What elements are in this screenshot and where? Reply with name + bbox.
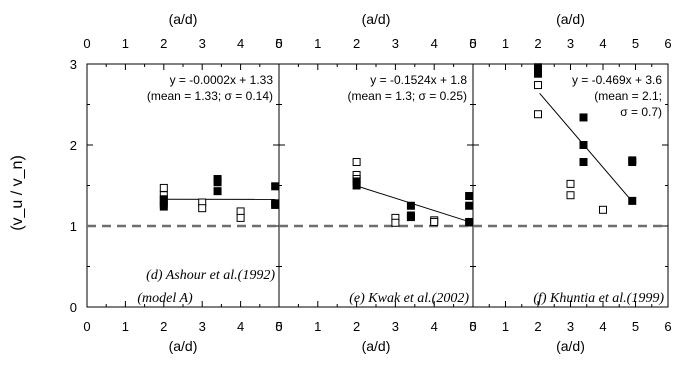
panel-caption: (e) Kwak et al.(2002) xyxy=(349,291,469,306)
x-tick-label-bottom: 3 xyxy=(392,319,399,334)
fit-equation: y = -0.469x + 3.6 xyxy=(572,73,662,87)
open-square-point xyxy=(430,217,439,226)
y-tick-label: 1 xyxy=(70,219,77,234)
fit-stats: σ = 0.7) xyxy=(620,105,662,119)
x-tick-label-top: 2 xyxy=(534,36,541,51)
x-tick-label-top: 5 xyxy=(632,36,639,51)
x-tick-label-bottom: 5 xyxy=(632,319,639,334)
x-tick-label-top: 5 xyxy=(469,36,476,51)
x-axis-title-top: (a/d) xyxy=(362,11,391,27)
x-tick-label-bottom: 0 xyxy=(469,319,476,334)
x-tick-label-top: 0 xyxy=(469,36,476,51)
open-square-point xyxy=(236,213,245,222)
x-axis-title-top: (a/d) xyxy=(169,11,198,27)
panel-e: 0 0 1 1 2 2 3 3 4 4 5 5 (a/d) (a/d) y = -0.1524x + 1.8… xyxy=(275,11,476,354)
x-tick-label-bottom: 2 xyxy=(353,319,360,334)
filled-square-point xyxy=(159,195,168,204)
x-tick-label-bottom: 0 xyxy=(275,319,282,334)
x-axis-title-bottom: (a/d) xyxy=(362,338,391,354)
filled-square-point xyxy=(534,69,542,78)
x-tick-label-top: 4 xyxy=(431,36,438,51)
open-square-point xyxy=(352,158,361,167)
x-axis-title-bottom: (a/d) xyxy=(556,338,585,354)
x-tick-label-bottom: 2 xyxy=(534,319,541,334)
x-tick-label-bottom: 5 xyxy=(275,319,282,334)
open-square-point xyxy=(566,191,575,200)
open-square-point xyxy=(236,207,245,216)
x-tick-label-top: 2 xyxy=(353,36,360,51)
x-tick-label-bottom: 2 xyxy=(160,319,167,334)
open-square-point xyxy=(159,183,168,192)
x-tick-label-top: 4 xyxy=(599,36,606,51)
filled-square-point xyxy=(579,141,588,149)
filled-square-point xyxy=(352,181,361,190)
filled-square-point xyxy=(534,63,542,72)
x-tick-label-top: 2 xyxy=(160,36,167,51)
open-square-point xyxy=(566,179,575,188)
panel-caption: (d) Ashour et al.(1992) xyxy=(146,268,275,283)
fit-stats: (mean = 1.3; σ = 0.25) xyxy=(348,89,467,103)
x-tick-label-bottom: 1 xyxy=(502,319,509,334)
y-tick-label: 0 xyxy=(70,300,77,315)
x-tick-label-top: 1 xyxy=(314,36,321,51)
open-square-point xyxy=(534,81,542,90)
filled-square-point xyxy=(579,113,588,122)
y-axis-title: (v_u / v_n) xyxy=(9,155,26,231)
fit-equation: y = -0.1524x + 1.8 xyxy=(370,73,467,87)
filled-square-point xyxy=(406,201,415,210)
fit-stats: (mean = 1.33; σ = 0.14) xyxy=(147,89,273,103)
x-tick-label-top: 6 xyxy=(664,36,671,51)
x-tick-label-top: 4 xyxy=(237,36,244,51)
x-tick-label-top: 3 xyxy=(567,36,574,51)
x-tick-label-top: 3 xyxy=(392,36,399,51)
x-tick-label-bottom: 4 xyxy=(599,319,606,334)
x-tick-label-bottom: 0 xyxy=(83,319,90,334)
filled-square-point xyxy=(465,217,474,226)
open-square-point xyxy=(198,204,207,213)
x-tick-label-bottom: 3 xyxy=(567,319,574,334)
x-axis-title-top: (a/d) xyxy=(556,11,585,27)
x-tick-label-top: 1 xyxy=(122,36,129,51)
filled-square-point xyxy=(465,201,474,210)
x-axis-title-bottom: (a/d) xyxy=(169,338,198,354)
x-tick-label-bottom: 5 xyxy=(469,319,476,334)
x-tick-label-top: 1 xyxy=(502,36,509,51)
x-tick-label-bottom: 4 xyxy=(237,319,244,334)
filled-square-point xyxy=(213,187,222,196)
filled-square-point xyxy=(628,196,637,205)
y-tick-label: 2 xyxy=(70,138,77,153)
panel-caption-line2: (model A) xyxy=(137,291,193,306)
fit-equation: y = -0.0002x + 1.33 xyxy=(170,73,274,87)
x-tick-label-bottom: 3 xyxy=(199,319,206,334)
panel-f: 0 0 1 1 2 2 3 3 4 4 5 5 6 6 (a/d) (a/d) y = -0.469x + 3.… xyxy=(469,11,671,354)
x-tick-label-top: 3 xyxy=(199,36,206,51)
x-tick-label-top: 5 xyxy=(275,36,282,51)
filled-square-point xyxy=(465,192,474,201)
open-square-point xyxy=(391,218,400,227)
filled-square-point xyxy=(579,158,588,167)
x-tick-label-top: 0 xyxy=(275,36,282,51)
filled-square-point xyxy=(406,213,415,222)
y-tick-label: 3 xyxy=(70,57,77,72)
filled-square-point xyxy=(271,200,280,209)
filled-square-point xyxy=(213,178,222,187)
open-square-point xyxy=(534,110,542,119)
x-tick-label-bottom: 1 xyxy=(314,319,321,334)
x-tick-label-bottom: 4 xyxy=(431,319,438,334)
filled-square-point xyxy=(271,182,280,191)
panel-caption: (f) Khuntia et al.(1999) xyxy=(533,291,664,306)
x-tick-label-top: 0 xyxy=(83,36,90,51)
open-square-point xyxy=(599,205,607,214)
fit-stats: (mean = 2.1; xyxy=(594,89,662,103)
x-tick-label-bottom: 6 xyxy=(664,319,671,334)
filled-square-point xyxy=(159,202,168,211)
filled-square-point xyxy=(628,158,637,167)
x-tick-label-bottom: 1 xyxy=(122,319,129,334)
